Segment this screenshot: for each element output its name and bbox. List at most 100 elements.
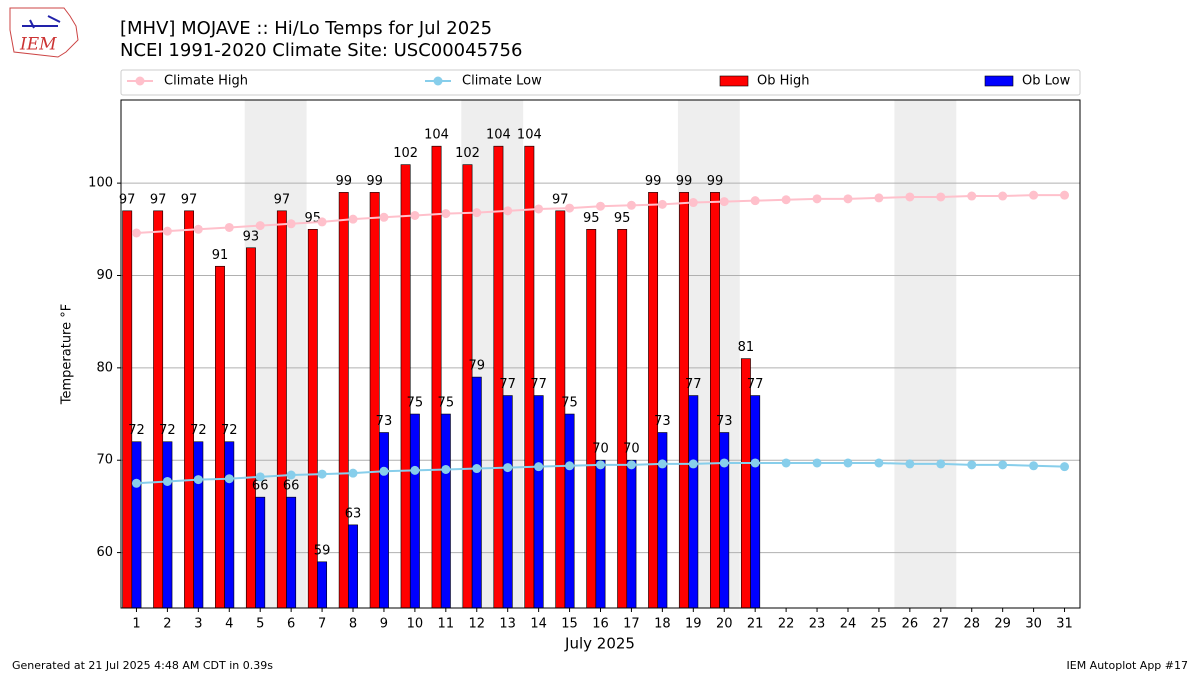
line-marker <box>379 212 389 222</box>
bar <box>740 358 751 609</box>
line-marker <box>131 478 141 488</box>
x-tick-label: 1 <box>132 617 140 632</box>
chart-title: [MHV] MOJAVE :: Hi/Lo Temps for Jul 2025 <box>120 18 492 39</box>
x-tick-label: 19 <box>685 617 702 632</box>
legend-marker <box>135 76 145 86</box>
line-marker <box>812 458 822 468</box>
bar-label: 63 <box>345 506 362 521</box>
line-marker <box>224 222 234 232</box>
x-tick-label: 24 <box>840 617 857 632</box>
bar <box>286 496 297 609</box>
bar-label: 97 <box>150 192 167 207</box>
bar-label: 102 <box>393 146 418 161</box>
bar-label: 81 <box>738 340 755 355</box>
line-marker <box>224 474 234 484</box>
legend-swatch <box>719 75 749 87</box>
line-marker <box>719 458 729 468</box>
bar <box>379 432 389 609</box>
x-tick-label: 16 <box>592 617 609 632</box>
bar <box>122 210 133 609</box>
line-marker <box>936 192 946 202</box>
bar <box>153 210 164 609</box>
line-marker <box>255 472 265 482</box>
line-marker <box>348 468 358 478</box>
line-marker <box>534 462 544 472</box>
line-marker <box>750 196 760 206</box>
bar-label: 95 <box>614 211 631 226</box>
bar-label: 97 <box>552 192 569 207</box>
line-marker <box>472 464 482 474</box>
line-marker <box>874 193 884 203</box>
y-tick-label: 90 <box>96 268 113 283</box>
bar <box>617 229 628 609</box>
x-tick-label: 14 <box>530 617 547 632</box>
line-marker <box>503 463 513 473</box>
x-tick-label: 23 <box>809 617 826 632</box>
line-marker <box>441 209 451 219</box>
x-tick-label: 18 <box>654 617 671 632</box>
bar-label: 99 <box>335 174 352 189</box>
line-marker <box>843 458 853 468</box>
line-marker <box>1060 462 1070 472</box>
x-tick-label: 31 <box>1056 617 1073 632</box>
bar-label: 99 <box>707 174 724 189</box>
bar-label: 72 <box>221 423 238 438</box>
x-tick-label: 30 <box>1025 617 1042 632</box>
line-marker <box>1029 461 1039 471</box>
line-marker <box>565 461 575 471</box>
bar-label: 97 <box>181 192 198 207</box>
x-tick-label: 22 <box>778 617 795 632</box>
line-marker <box>286 470 296 480</box>
logo-outline <box>9 7 79 58</box>
x-tick-label: 28 <box>963 617 980 632</box>
bar-label: 77 <box>499 377 516 392</box>
bar <box>533 395 544 609</box>
line-marker <box>410 210 420 220</box>
line-marker <box>596 201 605 211</box>
bar-label: 77 <box>747 377 764 392</box>
x-axis-label: July 2025 <box>564 635 635 653</box>
legend-label: Climate Low <box>462 74 542 89</box>
line-marker <box>1060 190 1070 200</box>
bar-label: 72 <box>190 423 207 438</box>
bar <box>626 459 637 609</box>
line-marker <box>657 459 667 469</box>
legend-label: Climate High <box>164 74 248 89</box>
bar-label: 75 <box>407 396 424 411</box>
x-tick-label: 2 <box>163 617 171 632</box>
x-tick-label: 9 <box>380 617 388 632</box>
bar-label: 99 <box>645 174 662 189</box>
bar-label: 72 <box>159 423 176 438</box>
bar <box>184 210 194 609</box>
logo-glyph <box>22 15 61 29</box>
legend-label: Ob High <box>757 74 810 89</box>
bar <box>369 192 380 609</box>
legend-box <box>120 69 1081 96</box>
line-marker <box>812 194 822 204</box>
x-tick-label: 3 <box>194 617 202 632</box>
line-marker <box>1029 190 1039 200</box>
x-tick-label: 7 <box>318 617 326 632</box>
y-tick-label: 100 <box>88 176 113 191</box>
x-tick-label: 13 <box>499 617 516 632</box>
line-marker <box>843 194 853 204</box>
bar <box>471 376 482 609</box>
bar <box>595 459 606 609</box>
line-marker <box>657 199 667 209</box>
bar <box>338 192 349 609</box>
footer-right: IEM Autoplot App #17 <box>1067 659 1189 672</box>
weekend-band <box>894 100 957 608</box>
bar <box>688 395 699 609</box>
bar-label: 97 <box>274 192 291 207</box>
line-marker <box>905 459 915 469</box>
line-marker <box>905 192 915 202</box>
x-tick-label: 21 <box>747 617 764 632</box>
x-tick-label: 26 <box>902 617 919 632</box>
x-tick-label: 6 <box>287 617 295 632</box>
bar-label: 104 <box>517 128 542 143</box>
bar <box>409 413 420 609</box>
line-marker <box>534 204 544 214</box>
bar <box>657 432 668 609</box>
line-marker <box>967 191 977 201</box>
